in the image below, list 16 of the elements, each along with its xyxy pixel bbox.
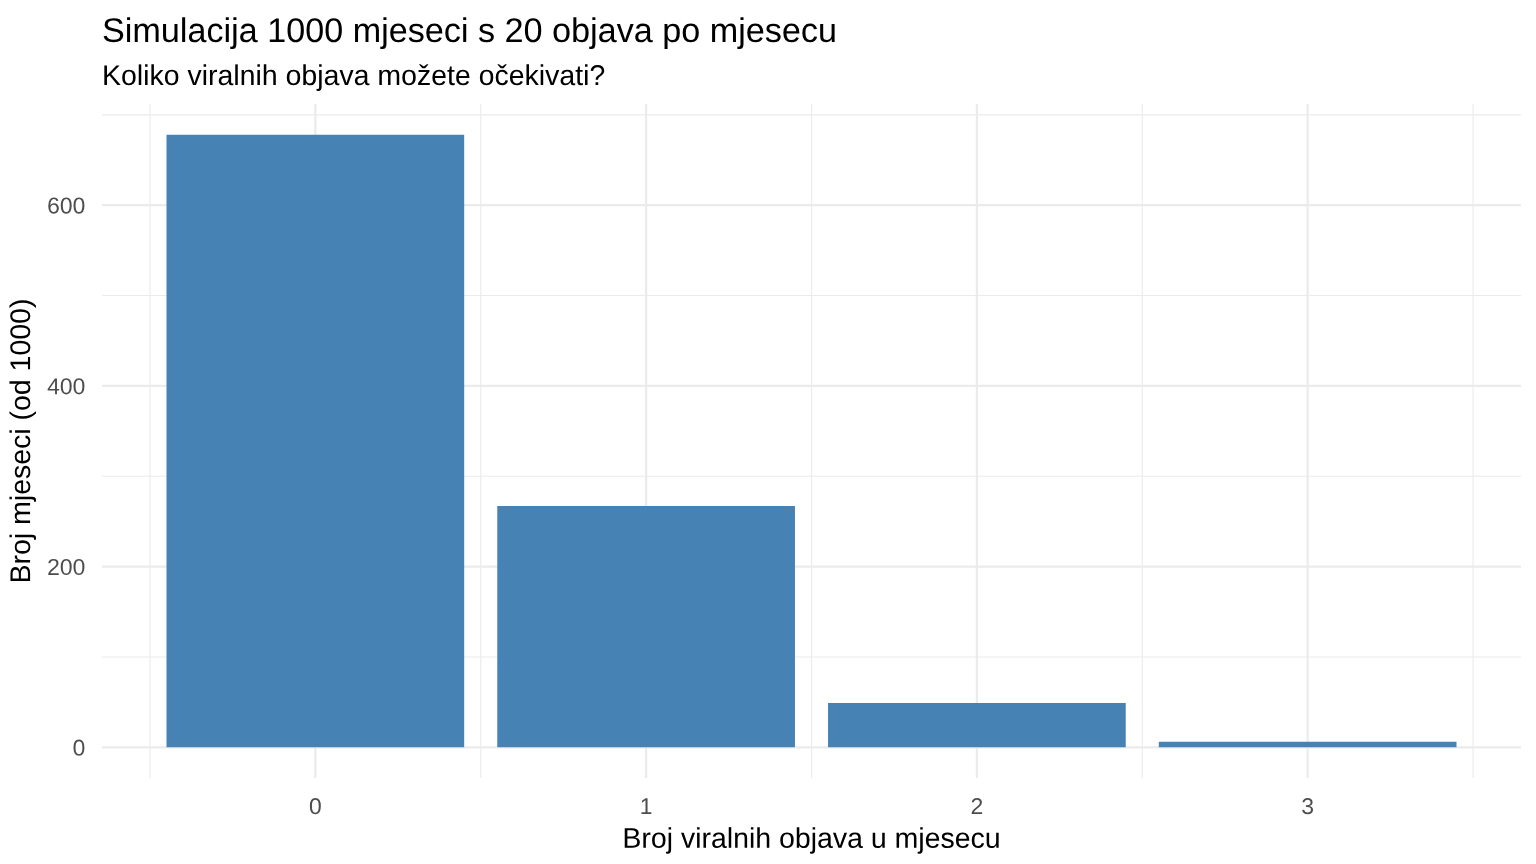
y-tick-label: 600 [48, 197, 85, 214]
x-tick-label: 1 [641, 798, 652, 815]
x-axis-title: Broj viralnih objava u mjesecu [624, 827, 999, 854]
y-tick-label: 200 [48, 558, 85, 576]
chart-subtitle: Koliko viralnih objava možete očekivati? [104, 64, 605, 91]
y-axis-title: Broj mjeseci (od 1000) [9, 300, 36, 582]
chart-title: Simulacija 1000 mjeseci s 20 objava po mjesecu [103, 17, 835, 50]
y-tick-label: 0 [73, 739, 85, 756]
x-tick-label: 2 [971, 798, 983, 815]
bar [1158, 741, 1457, 748]
x-tick-label: 0 [309, 798, 321, 815]
y-tick-label: 400 [47, 378, 85, 395]
x-tick-label: 3 [1302, 798, 1314, 815]
bar [166, 134, 465, 748]
bar [497, 506, 795, 748]
bar [828, 703, 1126, 748]
